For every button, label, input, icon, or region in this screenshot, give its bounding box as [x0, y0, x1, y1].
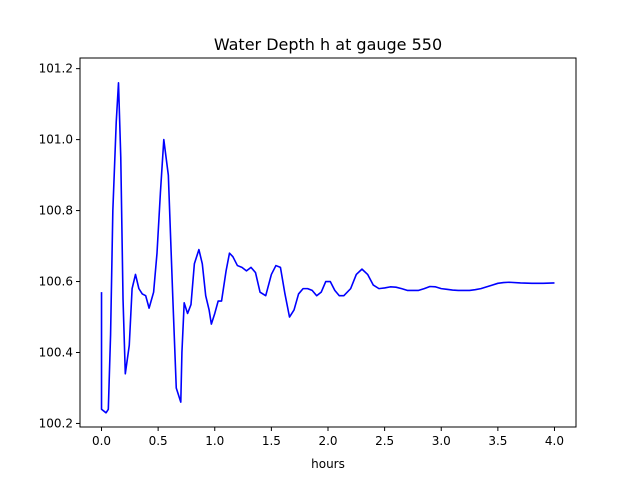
- y-tick-label: 100.2: [39, 416, 73, 430]
- x-tick-label: 4.0: [545, 434, 564, 448]
- x-axis-label: hours: [311, 457, 345, 471]
- x-tick-label: 0.0: [92, 434, 111, 448]
- y-tick-label: 100.4: [39, 345, 73, 359]
- y-tick-label: 100.8: [39, 204, 73, 218]
- x-tick-label: 2.5: [375, 434, 394, 448]
- x-tick-label: 2.0: [318, 434, 337, 448]
- plot-area: [79, 57, 577, 428]
- y-tick-label: 100.6: [39, 275, 73, 289]
- series-line-0: [100, 82, 555, 414]
- x-axis: 0.0 0.5 1.0 1.5 2.0 2.5 3.0 3.5 4.0: [92, 427, 564, 448]
- plot-frame: [79, 57, 577, 428]
- x-tick-label: 3.0: [432, 434, 451, 448]
- x-tick-label: 0.5: [149, 434, 168, 448]
- x-tick-label: 1.5: [262, 434, 281, 448]
- x-tick-label: 3.5: [488, 434, 507, 448]
- x-tick-label: 1.0: [205, 434, 224, 448]
- y-tick-label: 101.0: [39, 133, 73, 147]
- y-axis: 100.2 100.4 100.6 100.8 101.0 101.2: [39, 62, 80, 430]
- chart-title: Water Depth h at gauge 550: [214, 35, 442, 54]
- y-tick-label: 101.2: [39, 62, 73, 76]
